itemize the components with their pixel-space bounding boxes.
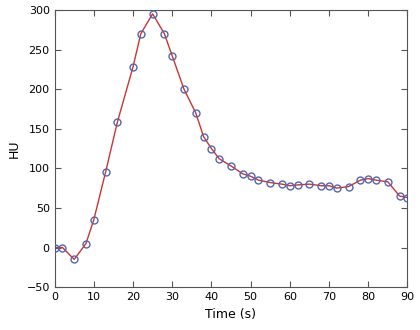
X-axis label: Time (s): Time (s) — [205, 308, 257, 320]
Y-axis label: HU: HU — [8, 139, 21, 158]
